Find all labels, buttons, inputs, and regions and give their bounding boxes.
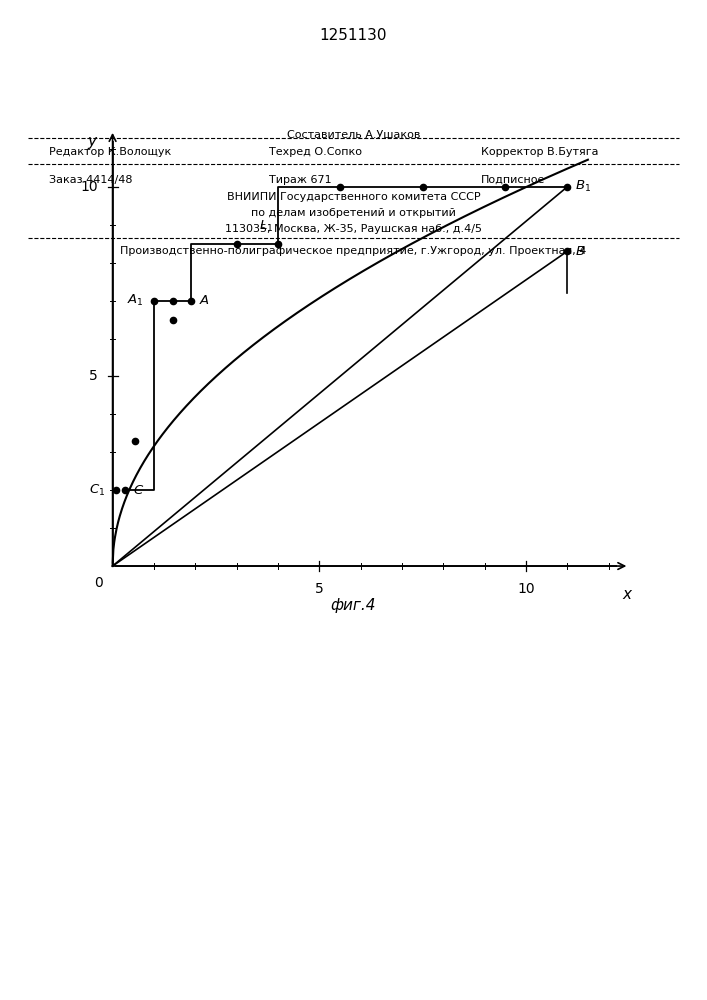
Text: $C$: $C$: [133, 484, 144, 497]
Text: 10: 10: [517, 582, 534, 596]
Text: $C_1$: $C_1$: [89, 483, 105, 498]
Text: $A$: $A$: [199, 294, 210, 307]
Text: Тираж 671: Тираж 671: [269, 175, 332, 185]
Text: y: y: [88, 134, 96, 149]
Text: Составитель А.Ушаков: Составитель А.Ушаков: [287, 130, 420, 140]
Text: 5: 5: [315, 582, 324, 596]
Text: Редактор К.Волощук: Редактор К.Волощук: [49, 147, 172, 157]
Text: 0: 0: [94, 576, 103, 590]
Text: $B_1$: $B_1$: [575, 179, 592, 194]
Text: по делам изобретений и открытий: по делам изобретений и открытий: [251, 208, 456, 218]
Text: Корректор В.Бутяга: Корректор В.Бутяга: [481, 147, 598, 157]
Text: 1251130: 1251130: [320, 28, 387, 43]
Text: $A_1$: $A_1$: [127, 293, 144, 308]
Text: ВНИИПИ Государственного комитета СССР: ВНИИПИ Государственного комитета СССР: [227, 192, 480, 202]
Text: 5: 5: [89, 369, 98, 383]
Text: $B$: $B$: [575, 245, 586, 258]
Text: Производственно-полиграфическое предприятие, г.Ужгород, ул. Проектная, 4: Производственно-полиграфическое предприя…: [120, 246, 587, 256]
Text: 10: 10: [81, 180, 98, 194]
Text: Подписное: Подписное: [481, 175, 545, 185]
Text: $L_1$: $L_1$: [259, 219, 274, 234]
Text: Заказ 4414/48: Заказ 4414/48: [49, 175, 133, 185]
Text: Техред О.Сопко: Техред О.Сопко: [269, 147, 362, 157]
Text: 113035, Москва, Ж-35, Раушская наб., д.4/5: 113035, Москва, Ж-35, Раушская наб., д.4…: [225, 224, 482, 234]
Text: фиг.4: фиг.4: [331, 598, 376, 613]
Text: x: x: [623, 587, 631, 602]
